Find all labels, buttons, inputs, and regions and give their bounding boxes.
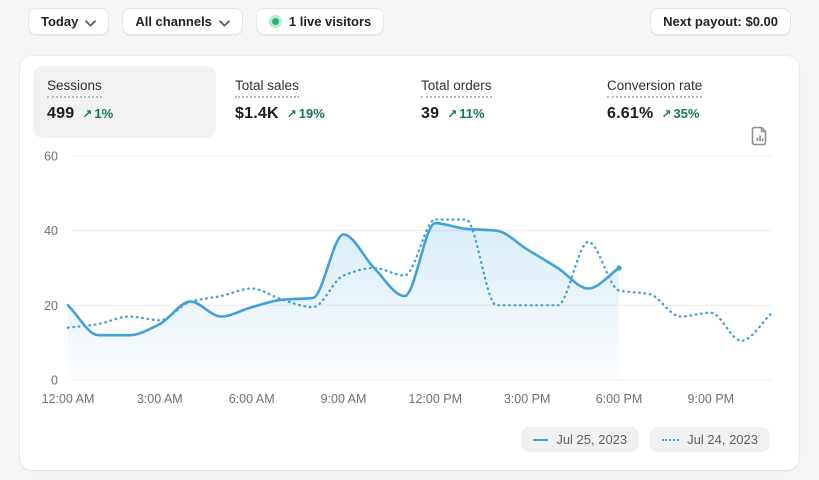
chevron-down-icon: [219, 15, 230, 30]
next-payout-label: Next payout: $0.00: [663, 14, 778, 29]
next-payout-button[interactable]: Next payout: $0.00: [650, 8, 791, 35]
y-tick-label: 20: [44, 299, 58, 313]
chevron-down-icon: [85, 15, 97, 30]
x-tick-label: 12:00 PM: [409, 392, 463, 406]
metric-label: Total sales: [235, 78, 299, 98]
x-tick-label: 6:00 PM: [596, 392, 643, 406]
x-tick-label: 12:00 AM: [42, 392, 95, 406]
trend-up-icon: ↗: [82, 107, 93, 121]
x-tick-label: 9:00 PM: [688, 392, 735, 406]
trend-up-icon: ↗: [286, 107, 297, 121]
metric-delta: ↗ 1%: [82, 106, 114, 121]
y-tick-label: 0: [51, 374, 58, 388]
x-tick-label: 3:00 PM: [504, 392, 551, 406]
series-line-dotted: [66, 218, 774, 343]
y-tick-label: 40: [44, 224, 58, 238]
channel-filter-label: All channels: [135, 14, 212, 29]
metrics-row: Sessions 499 ↗ 1% Total sales $1.4K ↗ 19% …: [33, 66, 786, 138]
metric-tab-total-orders[interactable]: Total orders 39 ↗ 11%: [405, 66, 591, 138]
legend-label: Jul 25, 2023: [556, 432, 628, 447]
metric-value: 499: [47, 105, 75, 122]
chart-legend: Jul 25, 2023 Jul 24, 2023: [521, 427, 770, 452]
metric-value: $1.4K: [235, 105, 279, 122]
metric-value: 39: [421, 105, 440, 122]
metric-label: Total orders: [421, 78, 492, 98]
metric-delta: ↗ 11%: [447, 106, 485, 121]
metric-delta: ↗ 19%: [286, 106, 325, 121]
topbar-filters: Today All channels 1 live visitors: [28, 8, 385, 35]
series-line-solid: [66, 221, 621, 337]
live-dot-icon: [268, 15, 282, 28]
date-range-button[interactable]: Today: [28, 8, 110, 35]
date-range-label: Today: [41, 14, 79, 29]
live-visitors-badge[interactable]: 1 live visitors: [255, 8, 385, 35]
report-file-icon[interactable]: [751, 126, 769, 146]
x-tick-label: 3:00 AM: [137, 392, 183, 406]
x-tick-label: 9:00 AM: [321, 392, 367, 406]
trend-up-icon: ↗: [447, 107, 458, 121]
analytics-card: Sessions 499 ↗ 1% Total sales $1.4K ↗ 19% …: [20, 56, 799, 470]
dotted-line-icon: [662, 438, 680, 441]
metric-value: 6.61%: [607, 105, 654, 122]
live-visitors-label: 1 live visitors: [288, 14, 372, 29]
legend-label: Jul 24, 2023: [687, 432, 758, 447]
metric-label: Sessions: [47, 78, 102, 98]
series-area-fill: [68, 223, 619, 380]
legend-item-jul-25[interactable]: Jul 25, 2023: [521, 427, 640, 452]
topbar: Today All channels 1 live visitors Next …: [28, 8, 791, 35]
channel-filter-button[interactable]: All channels: [122, 8, 243, 35]
metric-tab-conversion-rate[interactable]: Conversion rate 6.61% ↗ 35%: [591, 66, 777, 138]
sessions-chart: 0 20 40 60 12:00 AM 3:00 AM 6:00 AM 9:00 AM 12:0…: [42, 150, 774, 406]
trend-up-icon: ↗: [661, 107, 672, 121]
metric-label: Conversion rate: [607, 78, 703, 98]
legend-item-jul-24[interactable]: Jul 24, 2023: [650, 427, 770, 452]
solid-line-icon: [533, 438, 549, 441]
metric-delta: ↗ 35%: [661, 106, 700, 121]
metric-tab-total-sales[interactable]: Total sales $1.4K ↗ 19%: [219, 66, 405, 138]
series-endpoint-dot: [616, 265, 622, 271]
metric-tab-sessions[interactable]: Sessions 499 ↗ 1%: [33, 66, 216, 138]
y-tick-label: 60: [44, 150, 58, 164]
x-tick-label: 6:00 AM: [229, 392, 275, 406]
